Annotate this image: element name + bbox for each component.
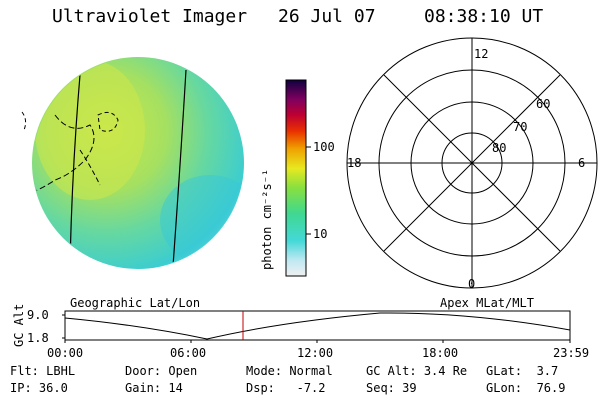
- status-gain: Gain: 14: [125, 381, 183, 395]
- x-tick-0600: 06:00: [170, 346, 207, 360]
- x-tick-1800: 18:00: [422, 346, 459, 360]
- y-tick-1-8: 1.8: [27, 331, 49, 345]
- x-tick-2359: 23:59: [553, 346, 590, 360]
- mlt-label-18: 18: [347, 156, 362, 170]
- x-tick-1200: 12:00: [297, 346, 334, 360]
- date-label: 26 Jul 07: [278, 6, 376, 27]
- colorbar-tick-100: 100: [313, 140, 335, 154]
- colorbar-tick-10: 10: [313, 227, 328, 241]
- colorbar: [285, 79, 311, 277]
- status-door: Door: Open: [125, 364, 198, 378]
- status-mode: Mode: Normal: [246, 364, 333, 378]
- status-ip: IP: 36.0: [10, 381, 68, 395]
- meridian-line: [171, 69, 187, 268]
- status-glat: GLat: 3.7: [486, 364, 559, 378]
- mlt-label-0: 0: [468, 277, 476, 291]
- y-tick-9: 9.0: [27, 308, 49, 322]
- mlt-label-6: 6: [578, 156, 586, 170]
- uv-image-disk: [21, 57, 244, 269]
- colorbar-unit-label: photon cm⁻²s⁻¹: [260, 168, 274, 270]
- x-tick-0000: 00:00: [47, 346, 84, 360]
- y-axis-label: GC Alt: [12, 303, 26, 347]
- mlt-label-12: 12: [474, 47, 489, 61]
- lat-label-70: 70: [513, 120, 528, 134]
- status-glon: GLon: 76.9: [486, 381, 566, 395]
- time-label: 08:38:10 UT: [424, 6, 544, 27]
- status-gc-alt: GC Alt: 3.4 Re: [366, 364, 468, 378]
- lat-label-80: 80: [492, 141, 507, 155]
- status-dsp: Dsp: -7.2: [246, 381, 326, 395]
- apex-title: Apex MLat/MLT: [440, 296, 534, 310]
- app-title: Ultraviolet Imager: [52, 6, 248, 27]
- geographic-title: Geographic Lat/Lon: [70, 296, 201, 310]
- polar-grid: [346, 37, 598, 289]
- status-flt: Flt: LBHL: [10, 364, 76, 378]
- orbit-timeline: [62, 310, 571, 343]
- status-seq: Seq: 39: [366, 381, 417, 395]
- lat-label-60: 60: [536, 97, 551, 111]
